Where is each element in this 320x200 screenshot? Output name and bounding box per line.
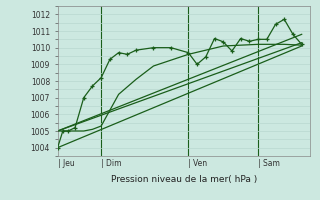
- Text: | Dim: | Dim: [101, 159, 122, 168]
- Text: | Ven: | Ven: [188, 159, 207, 168]
- Text: | Sam: | Sam: [258, 159, 280, 168]
- X-axis label: Pression niveau de la mer( hPa ): Pression niveau de la mer( hPa ): [111, 175, 257, 184]
- Text: | Jeu: | Jeu: [58, 159, 74, 168]
